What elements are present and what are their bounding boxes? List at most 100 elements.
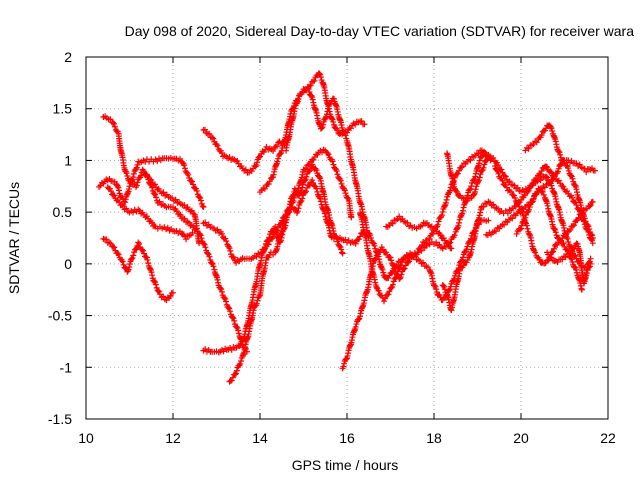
data-point xyxy=(274,158,281,165)
data-point xyxy=(563,231,570,238)
data-point xyxy=(210,263,217,270)
data-point xyxy=(383,249,390,256)
axis-ticks xyxy=(85,56,609,420)
data-point xyxy=(144,173,151,180)
data-point xyxy=(396,213,403,220)
data-point xyxy=(589,235,596,241)
data-point xyxy=(443,196,450,203)
series-sat-n xyxy=(365,148,494,282)
data-point xyxy=(114,250,121,257)
data-point xyxy=(559,256,566,263)
data-point xyxy=(358,118,365,125)
data-point xyxy=(130,174,137,181)
data-point xyxy=(107,240,114,247)
data-point xyxy=(560,240,567,247)
data-point xyxy=(569,258,576,265)
data-point xyxy=(571,222,578,229)
data-point xyxy=(233,367,240,374)
data-point xyxy=(294,208,301,215)
series-sat-u xyxy=(513,157,596,241)
data-point xyxy=(587,202,594,209)
data-point xyxy=(110,120,117,127)
data-point xyxy=(573,269,580,276)
data-point xyxy=(145,176,152,183)
x-tick-label: 14 xyxy=(252,430,268,446)
data-point xyxy=(283,214,290,221)
data-point xyxy=(569,194,576,201)
data-point xyxy=(98,179,105,186)
x-tick-label: 22 xyxy=(600,430,616,446)
data-point xyxy=(460,262,467,269)
data-point xyxy=(311,77,318,84)
data-point xyxy=(204,250,211,257)
data-point xyxy=(355,236,362,243)
data-point xyxy=(445,240,452,247)
data-point xyxy=(442,199,449,206)
data-point xyxy=(472,186,479,193)
data-point xyxy=(387,254,394,261)
data-point xyxy=(546,180,553,187)
data-point xyxy=(439,208,446,215)
data-point xyxy=(454,170,461,177)
data-point xyxy=(499,177,506,184)
grid-lines xyxy=(86,57,608,419)
data-point xyxy=(235,327,242,334)
data-point xyxy=(123,170,130,177)
data-point xyxy=(167,293,174,300)
data-point xyxy=(388,284,395,291)
data-point xyxy=(434,221,441,228)
data-point xyxy=(533,190,540,197)
data-point xyxy=(514,199,521,206)
data-point xyxy=(128,255,135,262)
data-point xyxy=(111,244,118,251)
data-point xyxy=(317,195,324,202)
data-point xyxy=(341,129,348,136)
data-point xyxy=(549,249,556,256)
data-point xyxy=(119,258,126,265)
data-point xyxy=(342,190,349,197)
data-point xyxy=(504,210,511,217)
data-point xyxy=(310,78,317,85)
data-point xyxy=(333,125,340,132)
data-point xyxy=(348,214,355,221)
data-point xyxy=(480,203,487,210)
data-point xyxy=(189,229,196,236)
data-point xyxy=(375,287,382,294)
data-point xyxy=(148,219,155,226)
data-point xyxy=(435,218,442,225)
x-axis-label: GPS time / hours xyxy=(292,457,399,473)
data-point xyxy=(295,205,302,212)
series-sat-o xyxy=(383,213,455,252)
data-point xyxy=(119,195,126,202)
data-point xyxy=(520,218,527,225)
data-point xyxy=(437,231,444,238)
x-tick-label: 16 xyxy=(339,430,355,446)
data-point xyxy=(266,178,273,185)
data-point xyxy=(347,125,354,132)
data-point xyxy=(575,214,582,221)
data-point xyxy=(466,186,473,193)
data-point xyxy=(531,177,538,184)
data-point xyxy=(214,142,221,149)
data-point xyxy=(428,223,435,230)
data-point xyxy=(229,314,236,321)
data-point xyxy=(551,245,558,252)
series-sat-d xyxy=(104,184,196,243)
data-point xyxy=(237,341,244,348)
data-point xyxy=(226,245,233,252)
data-point xyxy=(136,240,143,247)
data-point xyxy=(544,164,551,171)
data-point xyxy=(133,164,140,171)
data-point xyxy=(404,219,411,226)
data-point xyxy=(476,157,483,164)
data-point xyxy=(250,307,257,314)
data-point xyxy=(524,188,531,195)
data-point xyxy=(538,132,545,139)
data-point xyxy=(459,163,466,170)
data-point xyxy=(523,222,530,229)
data-point xyxy=(470,191,477,198)
series-sat-b xyxy=(96,154,207,210)
data-point xyxy=(475,177,482,184)
data-point xyxy=(495,205,502,212)
